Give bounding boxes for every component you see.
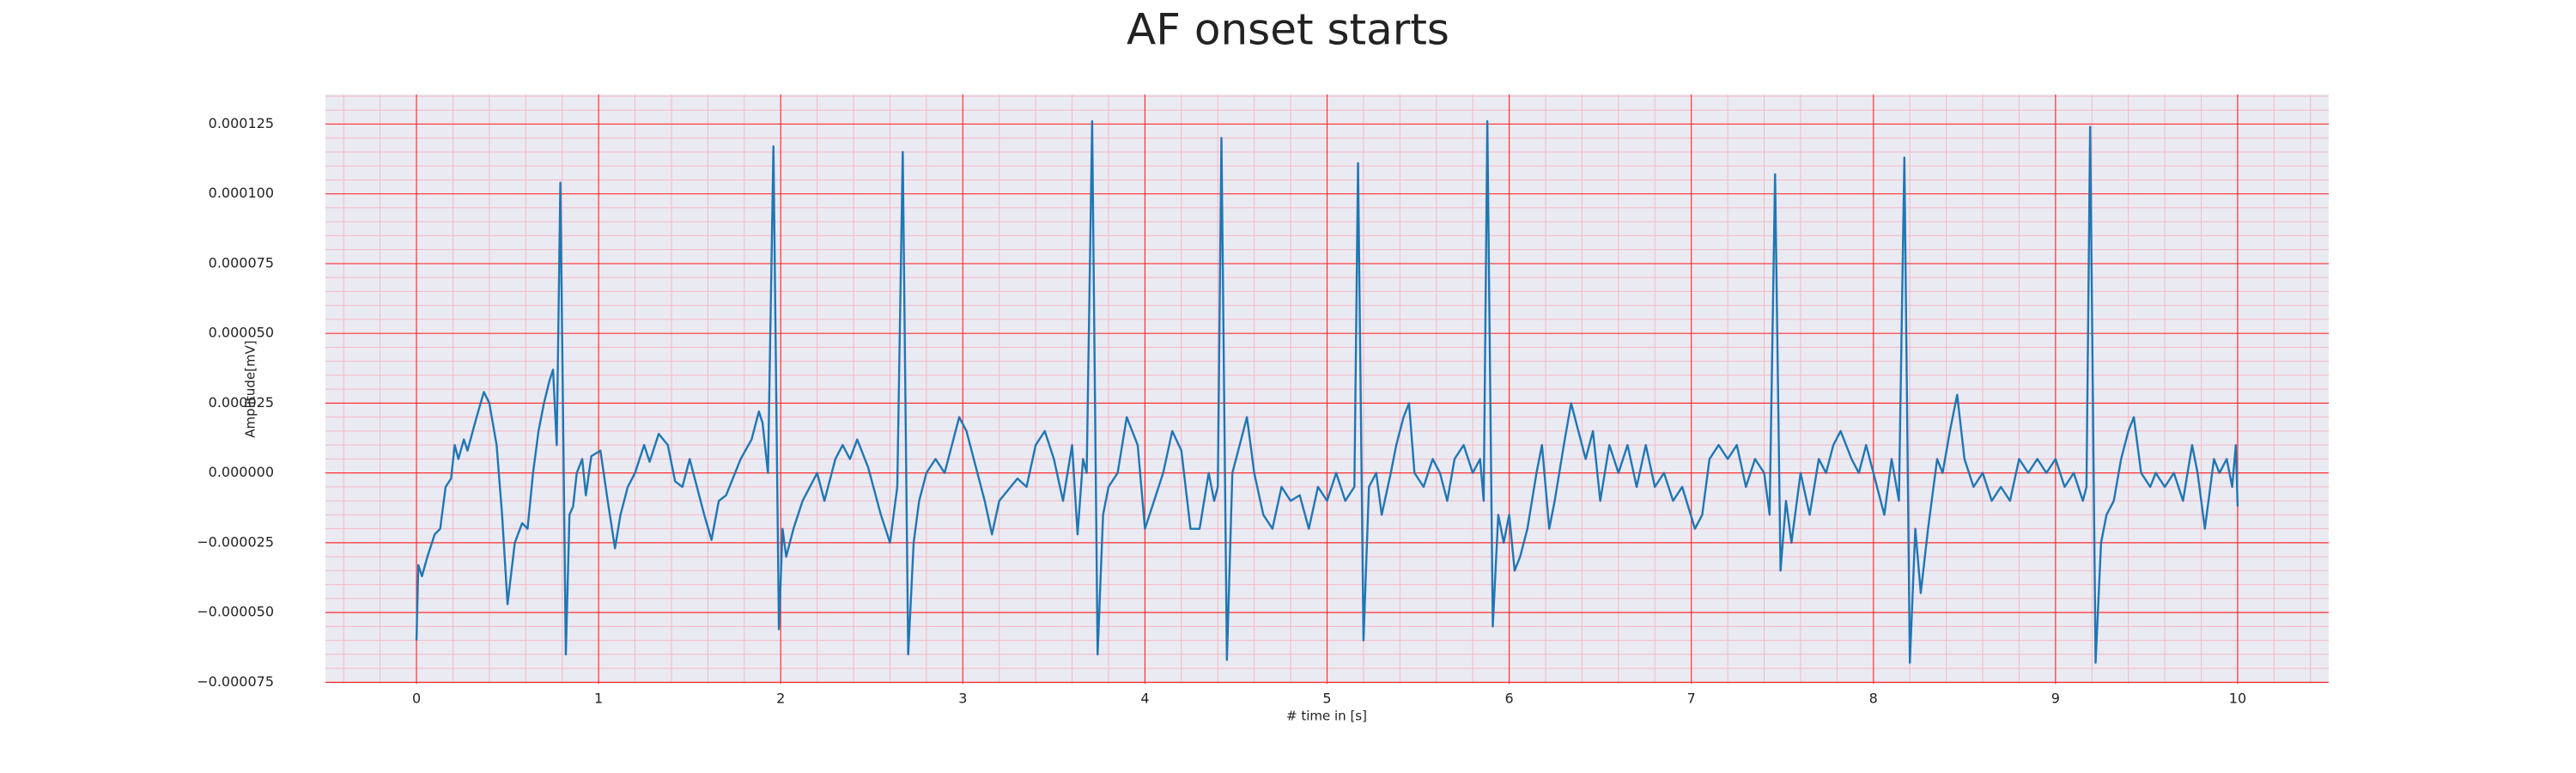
chart-title: AF onset starts <box>1127 5 1449 55</box>
y-tick-label: 0.000125 <box>209 115 274 131</box>
y-tick-label: 0.000100 <box>209 185 274 201</box>
x-tick-label: 7 <box>1687 691 1696 707</box>
y-tick-label: −0.000025 <box>197 533 274 550</box>
x-tick-label: 6 <box>1504 691 1513 707</box>
x-tick-label: 0 <box>412 691 421 707</box>
x-tick-label: 9 <box>2051 691 2060 707</box>
y-tick-label: −0.000075 <box>197 673 274 690</box>
y-tick-label: 0.000050 <box>209 325 274 341</box>
x-tick-label: 1 <box>594 691 603 707</box>
y-tick-label: 0.000075 <box>209 254 274 271</box>
x-tick-label: 5 <box>1322 691 1331 707</box>
x-tick-label: 8 <box>1869 691 1878 707</box>
x-tick-label: 2 <box>776 691 785 707</box>
y-tick-label: 0.000025 <box>209 394 274 411</box>
x-tick-label: 10 <box>2229 691 2246 707</box>
y-tick-label: −0.000050 <box>197 604 274 620</box>
ecg-line <box>415 120 2239 664</box>
x-tick-label: 3 <box>958 691 967 707</box>
y-tick-label: 0.000000 <box>209 464 274 480</box>
x-axis-label: # time in [s] <box>1286 709 1367 724</box>
x-tick-label: 4 <box>1140 691 1149 707</box>
y-axis-label: Amplitude[mV] <box>243 340 258 437</box>
